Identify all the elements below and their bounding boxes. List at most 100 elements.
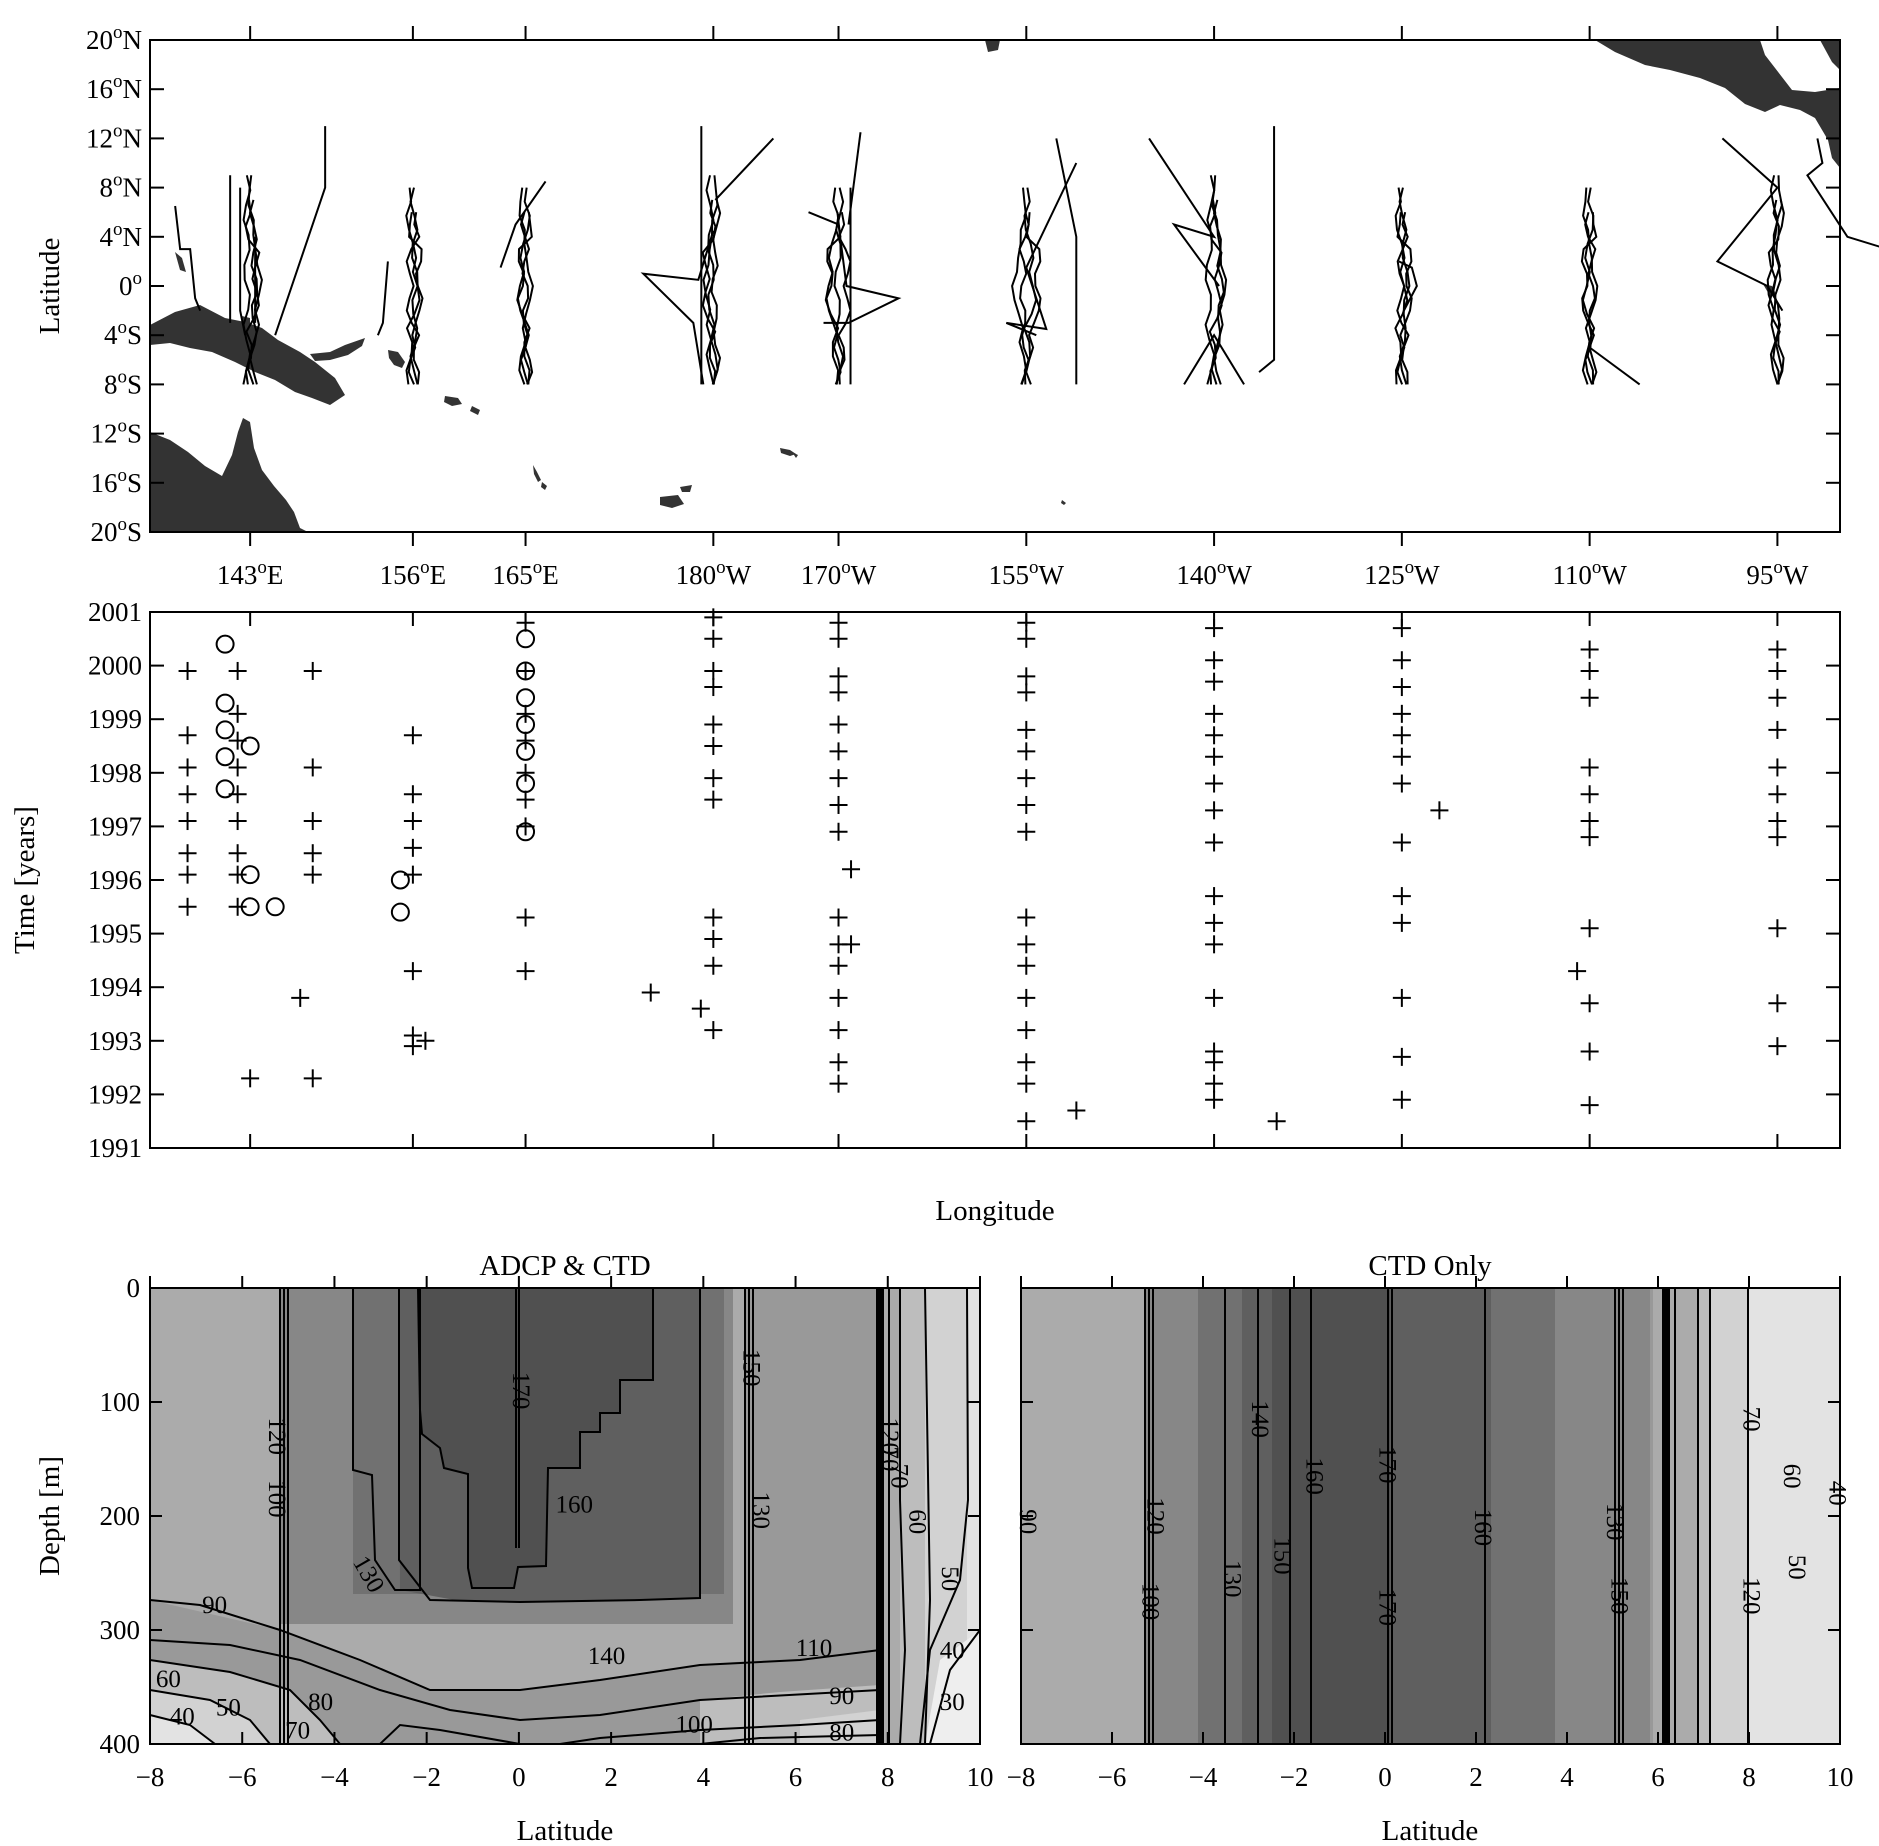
scatter-point-plus — [1768, 785, 1787, 804]
left-contour-label: 90 — [829, 1683, 854, 1710]
right-contour-label: 130 — [1219, 1560, 1246, 1598]
left-ytick-label: 200 — [100, 1501, 141, 1531]
scatter-point-plus — [1205, 988, 1224, 1007]
cruise-track-line — [1204, 175, 1216, 385]
scatter-point-plus — [1392, 1047, 1411, 1066]
scatter-point-circle — [516, 629, 536, 649]
scatter-point-plus — [516, 704, 535, 723]
scatter-point-plus — [1392, 747, 1411, 766]
map-ytick-label: 12oS — [90, 416, 142, 449]
right-title: CTD Only — [1368, 1250, 1492, 1282]
cruise-track-line — [274, 126, 327, 336]
left-contour-label: 80 — [308, 1689, 333, 1716]
scatter-point-plus — [1017, 988, 1036, 1007]
scatter-point-plus — [178, 758, 197, 777]
scatter-point-plus — [1205, 704, 1224, 723]
map-xtick-label: 110oW — [1552, 557, 1627, 590]
scatter-point-plus — [1580, 828, 1599, 847]
scatter-point-plus — [516, 661, 535, 680]
map-ytick-label: 20oS — [90, 514, 142, 547]
scatter-point-plus — [1205, 747, 1224, 766]
scatter-point-plus — [1017, 683, 1036, 702]
scatter-point-plus — [1017, 822, 1036, 841]
scatter-point-plus — [1430, 801, 1449, 820]
scatter-point-circle — [265, 897, 285, 917]
right-contour-label: 160 — [1300, 1457, 1327, 1495]
scatter-point-plus — [1267, 1112, 1286, 1131]
scatter-point-plus — [704, 629, 723, 648]
scatter-point-plus — [1768, 919, 1787, 938]
scatter-point-plus — [829, 742, 848, 761]
scatter-point-plus — [1580, 1042, 1599, 1061]
cruise-track-diagonal — [847, 132, 862, 225]
scatter-point-plus — [516, 763, 535, 782]
map-ytick-label: 8oS — [104, 366, 142, 399]
cruise-track-excursion — [808, 211, 902, 324]
scatter-point-plus — [829, 613, 848, 632]
scatter-point-plus — [1205, 672, 1224, 691]
scatter-point-plus — [303, 758, 322, 777]
scatter-ytick-label: 1999 — [88, 704, 142, 734]
scatter-point-plus — [1768, 812, 1787, 831]
cruise-track-line — [1055, 138, 1078, 385]
left-contour-label: 160 — [555, 1492, 593, 1519]
cruise-time-scatter: 1991 1992 1993 1994 1995 1996 1997 1998 1999 2000… — [9, 597, 1841, 1227]
left-ytick-label: 400 — [100, 1729, 141, 1759]
scatter-point-plus — [704, 908, 723, 927]
scatter-point-plus — [241, 1069, 260, 1088]
right-contour-label: 160 — [1469, 1509, 1496, 1547]
land-island-9 — [780, 448, 796, 456]
cruise-track-line — [1018, 211, 1030, 385]
cruise-track-diagonal — [1806, 138, 1879, 248]
scatter-point-plus — [842, 860, 861, 879]
map-ytick-label: 16oN — [86, 71, 142, 104]
cruise-track-excursion — [1005, 267, 1048, 337]
left-xtick-label: 2 — [604, 1762, 618, 1792]
left-xtick-label: 10 — [967, 1762, 994, 1792]
scatter-point-plus — [1392, 678, 1411, 697]
scatter-point-plus — [416, 1031, 435, 1050]
scatter-point-plus — [704, 678, 723, 697]
scatter-point-plus — [829, 956, 848, 975]
scatter-point-circle — [215, 747, 235, 767]
scatter-ytick-label: 1998 — [88, 758, 142, 788]
right-contour-label: 120 — [1737, 1577, 1764, 1615]
scatter-point-plus — [178, 865, 197, 884]
right-contour-label: 40 — [1824, 1481, 1851, 1506]
cruise-track-line — [702, 175, 719, 385]
scatter-point-plus — [1580, 919, 1599, 938]
map-ytick-label: 4oS — [104, 317, 142, 350]
scatter-point-plus — [1205, 619, 1224, 638]
scatter-point-plus — [178, 844, 197, 863]
scatter-point-plus — [1017, 795, 1036, 814]
scatter-point-plus — [1017, 613, 1036, 632]
scatter-ytick-label: 2000 — [88, 651, 142, 681]
left-xtick-label: 4 — [697, 1762, 711, 1792]
right-xtick-label: 8 — [1742, 1762, 1756, 1792]
scatter-point-plus — [178, 726, 197, 745]
left-xtick-label: 0 — [512, 1762, 526, 1792]
cruise-track-excursion — [640, 230, 715, 385]
cruise-track-line — [710, 199, 722, 385]
map-ylabel: Latitude — [34, 238, 66, 335]
scatter-point-plus — [516, 908, 535, 927]
scatter-point-plus — [1205, 726, 1224, 745]
cruise-track-line — [1025, 212, 1042, 385]
right-contour-label: 140 — [1246, 1400, 1273, 1438]
land-island-3 — [444, 396, 462, 406]
scatter-point-plus — [1017, 1053, 1036, 1072]
left-contour-label: 120 — [876, 1417, 903, 1455]
scatter-point-plus — [303, 844, 322, 863]
scatter-point-circle — [215, 720, 235, 740]
map-ytick-label: 4oN — [100, 219, 143, 252]
scatter-ytick-label: 1995 — [88, 919, 142, 949]
scatter-point-plus — [704, 608, 723, 627]
cruise-track-line — [376, 261, 389, 336]
cruise-track-map: 20oN 16oN 12oN 8oN 4oN 0o 4oS 8oS 12oS 16oS 20oS 14… — [34, 22, 1879, 590]
scatter-point-plus — [178, 785, 197, 804]
scatter-point-plus — [403, 785, 422, 804]
scatter-point-plus — [516, 790, 535, 809]
scatter-point-plus — [704, 769, 723, 788]
scatter-point-plus — [228, 758, 247, 777]
